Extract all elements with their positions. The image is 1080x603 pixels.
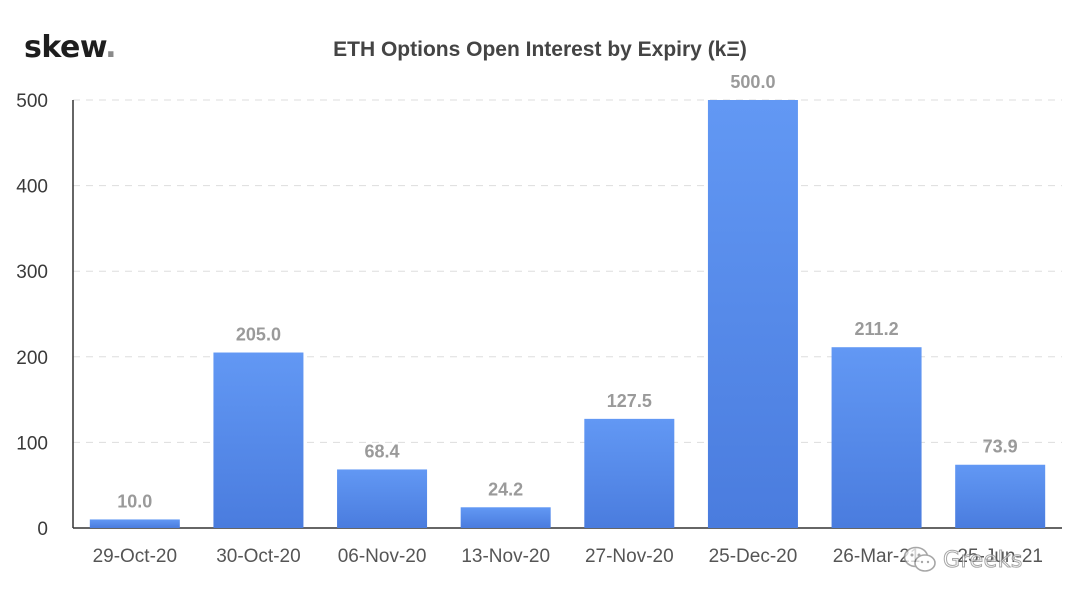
bar-30-oct-20 (213, 352, 304, 528)
x-tick-label: 06-Nov-20 (338, 546, 427, 567)
bar-29-oct-20 (89, 519, 180, 528)
y-tick-label: 500 (16, 91, 48, 112)
bar-06-nov-20 (337, 469, 428, 528)
data-label: 24.2 (488, 479, 523, 499)
x-tick-label: 27-Nov-20 (585, 546, 674, 567)
x-tick-labels: 29-Oct-20 30-Oct-20 06-Nov-20 13-Nov-20 27-N… (93, 546, 1043, 567)
bar-25-dec-20 (707, 100, 798, 528)
data-labels: 10.0 205.0 68.4 24.2 127.5 500.0 211.2 73.9 (117, 72, 1017, 511)
data-label: 127.5 (607, 391, 652, 411)
logo-dot: . (105, 30, 117, 65)
chart-title: ETH Options Open Interest by Expiry (kΞ) (333, 38, 747, 61)
data-label: 211.2 (855, 319, 899, 339)
bar-25-jun-21 (955, 464, 1046, 528)
bar-26-mar-21 (831, 347, 922, 528)
bars (89, 100, 1046, 528)
data-label: 10.0 (117, 491, 152, 511)
x-tick-label: 29-Oct-20 (93, 546, 177, 567)
y-tick-label: 0 (37, 519, 48, 540)
x-tick-label: 30-Oct-20 (216, 546, 300, 567)
bar-13-nov-20 (460, 507, 551, 528)
y-tick-label: 200 (16, 348, 48, 369)
y-tick-label: 300 (16, 262, 48, 283)
x-tick-label: 25-Jun-21 (957, 546, 1043, 567)
data-label: 73.9 (983, 437, 1018, 457)
watermark: Greeks (903, 545, 1023, 575)
wechat-icon (903, 546, 936, 572)
y-tick-labels: 0 100 200 300 400 500 (16, 91, 48, 540)
x-tick-label: 25-Dec-20 (709, 546, 798, 567)
data-label: 500.0 (730, 72, 775, 92)
data-label: 68.4 (365, 441, 400, 461)
data-label: 205.0 (236, 325, 281, 345)
watermark-text: Greeks (943, 547, 1023, 573)
logo-text: skew (24, 30, 106, 65)
bar-27-nov-20 (584, 418, 675, 528)
x-tick-label: 26-Mar-21 (833, 546, 921, 567)
y-tick-label: 400 (16, 177, 48, 198)
y-tick-label: 100 (16, 433, 48, 454)
x-tick-label: 13-Nov-20 (461, 546, 550, 567)
skew-logo: skew. (24, 30, 117, 65)
